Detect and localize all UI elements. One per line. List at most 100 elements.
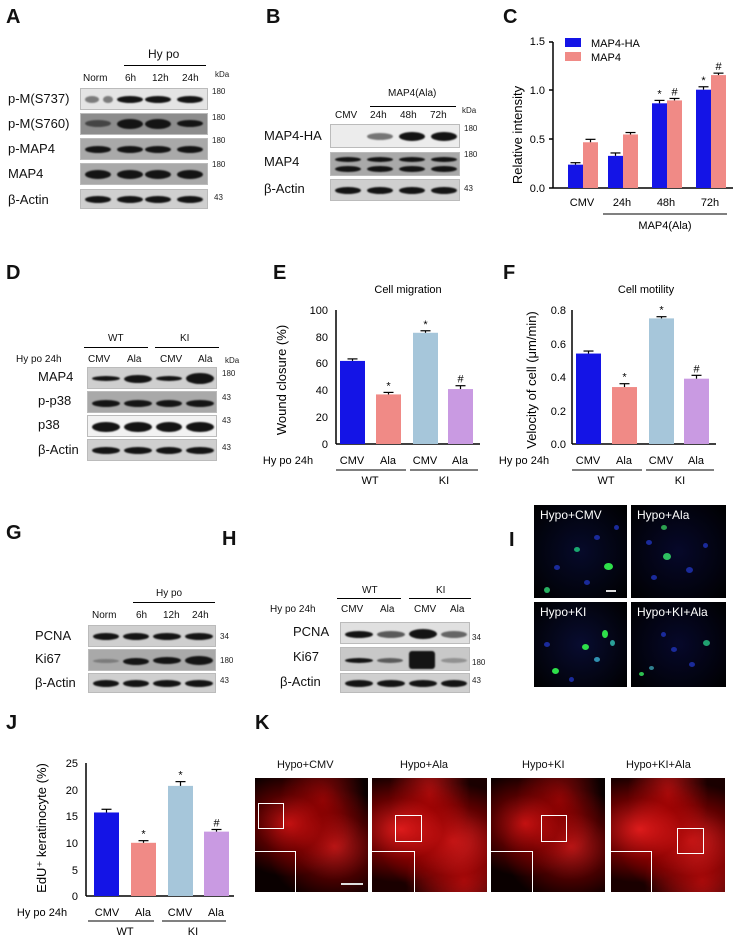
row-label: p-M(S737) (8, 91, 70, 106)
svg-text:WT: WT (116, 926, 133, 938)
bar (168, 785, 193, 896)
group-line (370, 106, 456, 107)
zoom-inset (255, 851, 296, 892)
lane-label: 24h (192, 610, 209, 621)
row-label: β-Actin (280, 674, 321, 689)
panel-j-letter: J (6, 712, 18, 734)
chart-f-ylabel: Velocity of cell (μm/min) (524, 311, 539, 449)
bar (204, 831, 229, 896)
svg-text:*: * (657, 88, 662, 100)
chart-e-ylabel: Wound closure (%) (274, 325, 289, 435)
svg-text:CMV: CMV (649, 455, 674, 467)
marker-label: 43 (222, 416, 231, 425)
svg-text:80: 80 (316, 332, 328, 344)
svg-text:#: # (715, 61, 722, 73)
bar (696, 89, 711, 188)
row-label: Ki67 (293, 649, 320, 664)
lane-label: 72h (430, 110, 447, 121)
group-label: WT (108, 333, 124, 344)
panel-f-letter: F (503, 262, 516, 284)
fluorescence-image: Hypo+KI (534, 602, 627, 687)
image-caption: Hypo+CMV (277, 759, 334, 771)
marker-label: 43 (222, 393, 231, 402)
bar (583, 142, 598, 188)
legend-map4: MAP4 (591, 52, 621, 64)
blot-strip (340, 622, 470, 644)
panel-h-letter: H (222, 528, 237, 550)
marker-label: 180 (220, 656, 234, 665)
svg-text:WT: WT (361, 475, 378, 487)
bar (568, 164, 583, 188)
chart-f: Cell motility Velocity of cell (μm/min) … (490, 270, 738, 490)
row-label: PCNA (35, 628, 72, 643)
row-label: MAP4-HA (264, 128, 322, 143)
svg-text:Ala: Ala (380, 455, 397, 467)
chart-e-title: Cell migration (374, 284, 441, 296)
row-label: β-Actin (8, 192, 49, 207)
lane-label: CMV (160, 354, 183, 365)
blot-strip (80, 163, 208, 185)
marker-label: 180 (222, 369, 236, 378)
chart-e: Cell migration Wound closure (%) 0 20 40… (262, 270, 492, 490)
svg-text:WT: WT (597, 475, 614, 487)
blot-strip (330, 179, 460, 201)
bar (711, 75, 726, 188)
blot-strip (88, 625, 216, 647)
svg-text:*: * (701, 75, 706, 87)
lane-label: CMV (335, 110, 358, 121)
confocal-image (491, 778, 605, 892)
svg-text:CMV: CMV (413, 455, 438, 467)
bar (652, 103, 667, 188)
svg-text:KI: KI (439, 475, 449, 487)
fluorescence-image: Hypo+Ala (631, 505, 726, 598)
image-caption: Hypo+CMV (540, 508, 602, 522)
group-line (337, 598, 401, 599)
svg-text:Ala: Ala (688, 455, 705, 467)
svg-text:5: 5 (72, 865, 78, 877)
svg-text:CMV: CMV (340, 455, 365, 467)
svg-text:0: 0 (72, 891, 78, 903)
svg-text:#: # (693, 363, 700, 375)
svg-text:Ala: Ala (208, 907, 225, 919)
chart-j-ylabel: EdU⁺ keratinocyte (%) (34, 763, 49, 893)
group-line (124, 65, 206, 66)
marker-label: 180 (464, 150, 478, 159)
bar (340, 360, 365, 444)
blot-strip (330, 124, 460, 148)
svg-text:CMV: CMV (576, 455, 601, 467)
zoom-box (541, 815, 567, 842)
image-caption: Hypo+KI (540, 605, 587, 619)
image-caption: Hypo+KI+Ala (626, 759, 691, 771)
svg-text:CMV: CMV (570, 197, 595, 209)
svg-text:CMV: CMV (168, 907, 193, 919)
chart-c: Relative intensity 0.0 0.5 1.0 1.5 MAP4-… (495, 30, 738, 235)
marker-label: 34 (220, 632, 229, 641)
svg-text:0.8: 0.8 (551, 305, 566, 317)
lane-label: CMV (88, 354, 111, 365)
svg-text:0.4: 0.4 (551, 372, 566, 384)
blot-strip (88, 673, 216, 693)
lane-label: CMV (414, 604, 437, 615)
blot-strip (330, 152, 460, 176)
bar (576, 353, 601, 444)
row-label: β-Actin (264, 181, 305, 196)
panel-a-letter: A (6, 6, 21, 28)
zoom-box (395, 815, 422, 842)
bar (623, 134, 638, 188)
image-caption: Hypo+Ala (400, 759, 449, 771)
svg-text:*: * (178, 770, 183, 782)
svg-text:25: 25 (66, 758, 78, 770)
svg-text:#: # (457, 374, 464, 386)
lane-label: CMV (341, 604, 364, 615)
row-label: p-p38 (38, 393, 72, 408)
bar (448, 389, 473, 444)
panel-d-letter: D (6, 262, 21, 284)
marker-label: 180 (472, 658, 486, 667)
svg-text:0.6: 0.6 (551, 339, 566, 351)
condition-label: Hy po 24h (270, 604, 316, 615)
group-line (133, 602, 215, 603)
marker-label: 43 (220, 676, 229, 685)
svg-text:#: # (671, 86, 678, 98)
marker-label: 43 (472, 676, 481, 685)
panel-e-letter: E (273, 262, 287, 284)
